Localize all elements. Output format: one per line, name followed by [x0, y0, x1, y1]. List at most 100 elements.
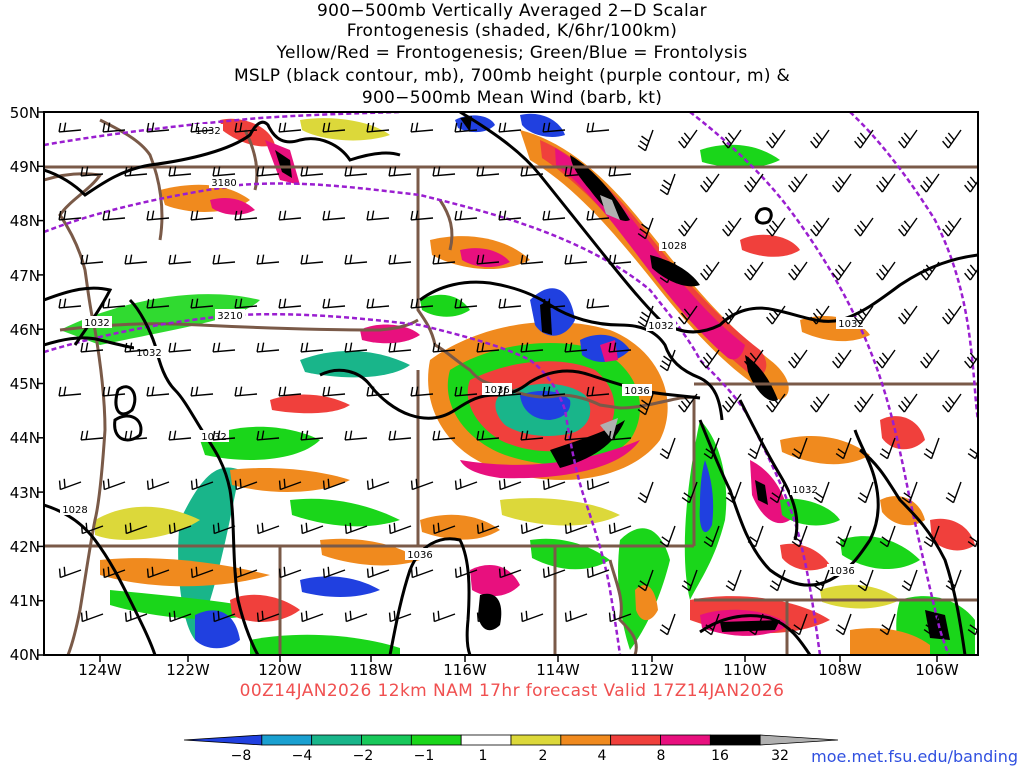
wind-barb: [520, 610, 544, 623]
wind-barb: [564, 166, 588, 177]
wind-barb: [608, 610, 632, 623]
wind-barb: [432, 522, 456, 535]
valid-time-text: 00Z14JAN2026 12km NAM 17hr forecast Vali…: [239, 681, 785, 701]
wind-barb: [432, 430, 456, 441]
wind-barb: [542, 210, 566, 221]
wind-barb: [410, 478, 434, 491]
wind-barb: [520, 430, 544, 441]
wind-barb: [586, 122, 610, 133]
colorbar-label: −2: [353, 748, 374, 764]
wind-barb: [454, 298, 478, 309]
wind-barb: [190, 122, 214, 133]
wind-barb: [659, 613, 676, 636]
wind-barb: [58, 122, 82, 133]
colorbar-swatch: [510, 734, 562, 746]
wind-barb: [168, 342, 192, 353]
wind-barb: [769, 569, 786, 592]
height-label: 3210: [215, 309, 245, 322]
mslp-label: 1036: [405, 548, 435, 561]
colorbar-swatch: [183, 734, 263, 746]
wind-barb: [102, 298, 126, 309]
wind-barb: [542, 478, 566, 491]
wind-barb: [586, 566, 610, 579]
wind-barb: [344, 342, 368, 353]
wind-barb: [388, 610, 412, 623]
mslp-label-text: 1032: [648, 321, 673, 332]
wind-barb: [278, 122, 302, 133]
wind-barb: [832, 261, 852, 281]
wind-barb: [80, 522, 104, 535]
wind-barb: [102, 478, 126, 491]
colorbar-label: 32: [771, 748, 789, 764]
wind-barb: [564, 254, 588, 265]
credit-link[interactable]: moe.met.fsu.edu/banding: [811, 747, 1018, 766]
wind-barb: [410, 298, 434, 309]
wind-barb: [190, 566, 214, 579]
wind-barb: [498, 298, 522, 309]
lon-label: 120W: [258, 661, 302, 679]
mslp-label: 1032: [134, 346, 164, 359]
wind-barb: [212, 342, 236, 353]
wind-barb: [791, 613, 808, 636]
wind-barb: [637, 569, 654, 592]
colorbar-label: 16: [711, 748, 729, 764]
mslp-label: 1032: [82, 316, 112, 329]
lat-label: 41N: [10, 592, 40, 610]
wind-barb: [964, 176, 978, 193]
wind-barb: [722, 393, 742, 413]
wind-barb: [920, 349, 940, 369]
wind-barb: [300, 342, 324, 353]
wind-barb: [766, 129, 786, 149]
lon-label: 106W: [915, 661, 959, 679]
mslp-label: 1036: [622, 384, 652, 397]
mslp-label-text: 1036: [829, 566, 854, 577]
colorbar-label: −1: [414, 748, 435, 764]
lat-label: 46N: [10, 321, 40, 339]
wind-barb: [124, 522, 148, 535]
lat-label: 43N: [10, 484, 40, 502]
wind-barb: [498, 210, 522, 221]
title-line-3: Yellow/Red = Frontogenesis; Green/Blue =…: [276, 43, 748, 63]
wind-barb: [659, 525, 676, 548]
colorbar: [183, 734, 839, 746]
wind-barb: [146, 210, 170, 221]
wind-barb: [810, 305, 830, 325]
wind-barb: [923, 613, 940, 636]
lon-label: 122W: [166, 661, 210, 679]
wind-barb: [278, 478, 302, 491]
wind-barb: [124, 342, 148, 353]
colorbar-swatch: [709, 734, 761, 746]
wind-barb: [810, 129, 830, 149]
wind-barb: [476, 342, 500, 353]
wind-barb: [637, 305, 654, 328]
wind-barb: [278, 210, 302, 221]
wind-barb: [454, 478, 478, 491]
wind-barb: [942, 129, 962, 149]
wind-barb: [190, 386, 214, 397]
wind-barb: [659, 349, 676, 372]
wind-barb: [212, 166, 236, 177]
colorbar-swatch: [261, 734, 313, 746]
wind-barb: [608, 166, 632, 177]
wind-barb: [146, 298, 170, 309]
wind-barb: [190, 298, 214, 309]
wind-barb: [659, 173, 676, 196]
wind-barb: [564, 430, 588, 441]
wind-barb: [366, 386, 390, 397]
title-line-1: 900−500mb Vertically Averaged 2−D Scalar: [317, 1, 707, 21]
wind-barb: [432, 254, 456, 265]
wind-barb: [810, 217, 830, 237]
wind-barb: [703, 437, 720, 460]
wind-barb: [58, 386, 82, 397]
wind-barb: [322, 386, 346, 397]
lon-label: 112W: [630, 661, 674, 679]
wind-barb: [388, 254, 412, 265]
wind-barb: [857, 569, 874, 592]
wind-barb: [791, 437, 808, 460]
wind-barb: [80, 430, 104, 441]
wind-barb: [432, 166, 456, 177]
wind-barb: [498, 566, 522, 579]
wind-barb: [964, 352, 978, 369]
wind-barb: [659, 437, 676, 460]
